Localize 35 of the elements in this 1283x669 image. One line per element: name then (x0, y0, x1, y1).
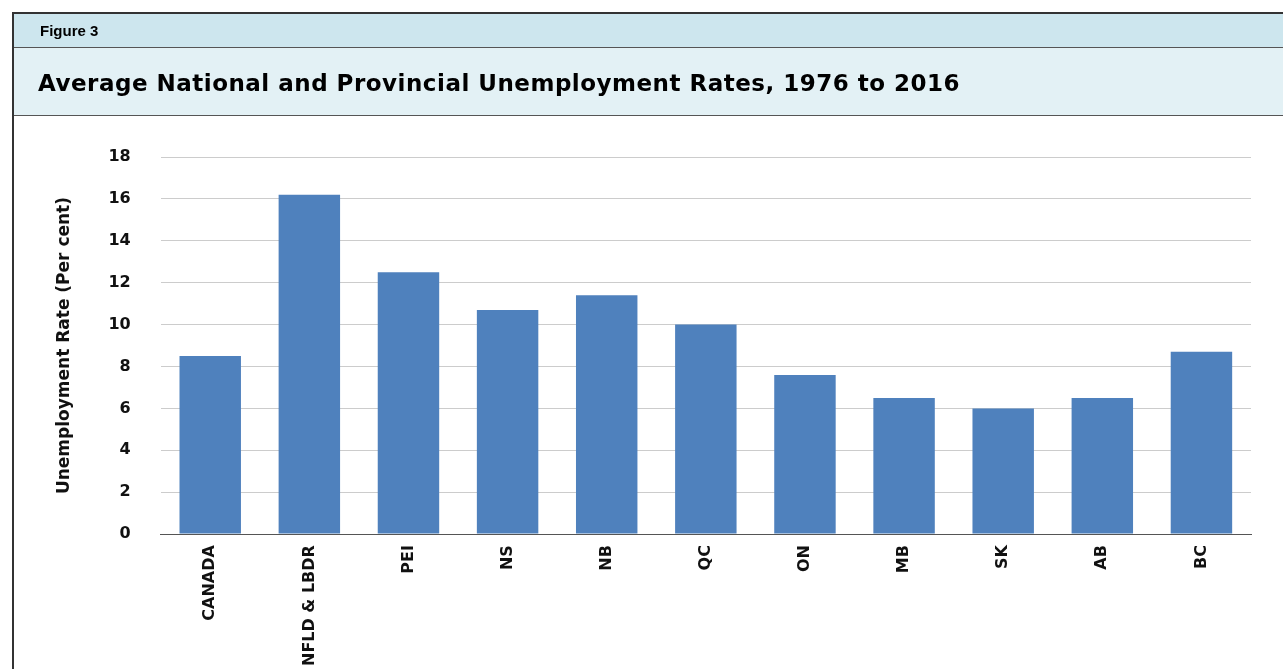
x-tick-label: CANADA (199, 544, 219, 621)
y-tick-label: 0 (119, 523, 131, 543)
y-tick-label: 2 (119, 481, 131, 501)
chart-title: Average National and Provincial Unemployment Rates, 1976 to 2016 (14, 48, 1283, 116)
x-tick-label: PEI (397, 545, 417, 574)
x-tick-label: AB (1091, 545, 1111, 570)
y-tick-label: 6 (119, 397, 131, 417)
bar (1071, 397, 1134, 534)
bar (179, 356, 241, 534)
x-tick-label: SK (992, 544, 1012, 570)
bar (972, 408, 1034, 534)
y-tick-label: 4 (119, 439, 131, 459)
x-tick-label: NS (496, 545, 516, 571)
bar (476, 309, 539, 534)
y-tick-label: 18 (108, 146, 131, 166)
x-tick-label: BC (1190, 545, 1210, 570)
bar (774, 374, 836, 534)
bar (873, 397, 935, 534)
bar (575, 295, 638, 534)
caption: Figure 3 (14, 14, 1283, 48)
y-tick-label: 8 (119, 355, 131, 375)
bar (377, 272, 440, 534)
y-tick-label: 14 (108, 229, 131, 249)
x-tick-label: NFLD & LBDR (298, 545, 318, 667)
bar (1170, 351, 1233, 534)
y-tick-label: 12 (108, 271, 131, 291)
y-tick-label: 10 (108, 313, 131, 333)
y-tick-label: 16 (108, 188, 131, 208)
bar (675, 324, 737, 534)
x-tick-label: QC (694, 545, 714, 571)
y-axis-title: Unemployment Rate (Per cent) (52, 197, 73, 495)
bar (278, 194, 341, 534)
x-tick-label: NB (595, 545, 615, 571)
x-tick-label: ON (794, 545, 814, 573)
x-tick-label: MB (893, 545, 913, 574)
